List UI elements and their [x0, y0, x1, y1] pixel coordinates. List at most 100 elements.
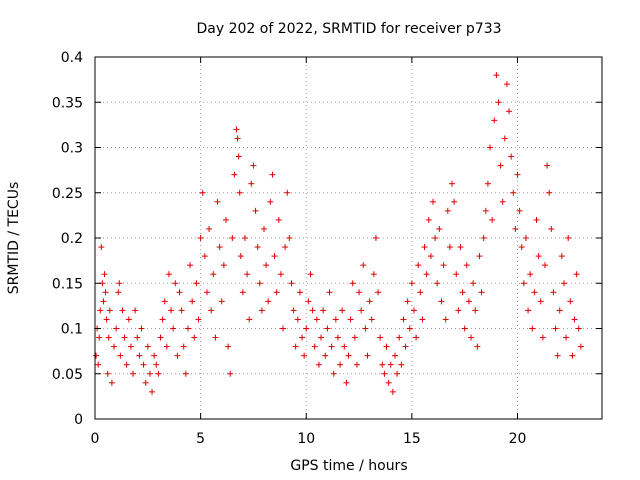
- data-point: [539, 334, 546, 341]
- data-point: [529, 325, 536, 332]
- data-point: [484, 180, 491, 187]
- data-point: [311, 343, 318, 350]
- data-point: [229, 235, 236, 241]
- data-point: [544, 162, 551, 169]
- data-point: [165, 271, 172, 278]
- data-point: [425, 216, 432, 223]
- data-point: [541, 262, 548, 269]
- data-point: [497, 162, 504, 169]
- data-point: [472, 307, 479, 314]
- data-point: [212, 334, 219, 341]
- data-point: [358, 307, 365, 314]
- data-point: [115, 289, 122, 296]
- data-point: [423, 271, 430, 278]
- data-point: [334, 334, 341, 341]
- data-point: [383, 343, 390, 350]
- data-point: [197, 235, 204, 241]
- data-point: [103, 316, 110, 323]
- y-tick-label: 0.3: [61, 141, 83, 157]
- data-point: [468, 334, 475, 341]
- data-point: [499, 198, 506, 205]
- data-point: [476, 253, 483, 260]
- data-point: [144, 343, 151, 350]
- data-point: [525, 307, 532, 314]
- y-tick-label: 0.25: [52, 186, 83, 202]
- data-point: [491, 117, 498, 124]
- data-point: [552, 325, 559, 332]
- y-tick-label: 0.4: [61, 50, 83, 66]
- data-point: [554, 352, 561, 359]
- data-point: [151, 352, 158, 359]
- data-point: [451, 198, 458, 205]
- data-point: [408, 280, 415, 287]
- y-tick-label: 0.2: [61, 231, 83, 247]
- data-point: [108, 379, 115, 386]
- data-point: [267, 198, 274, 205]
- data-point: [208, 307, 215, 314]
- data-point: [404, 298, 411, 305]
- data-point: [337, 361, 344, 368]
- data-point: [381, 370, 388, 377]
- data-point: [320, 307, 327, 314]
- data-point: [565, 235, 572, 241]
- data-point: [520, 280, 527, 287]
- data-point: [410, 307, 417, 314]
- data-point: [288, 280, 295, 287]
- data-point: [227, 370, 234, 377]
- data-point: [512, 225, 519, 232]
- data-point: [375, 289, 382, 296]
- data-point: [195, 316, 202, 323]
- data-point: [487, 144, 494, 151]
- data-point: [560, 280, 567, 287]
- data-point: [93, 352, 100, 359]
- y-tick-label: 0.05: [52, 367, 83, 383]
- data-point: [203, 289, 210, 296]
- data-point: [100, 298, 107, 305]
- data-point: [127, 343, 134, 350]
- data-point: [571, 316, 578, 323]
- data-point: [191, 334, 198, 341]
- data-point: [379, 361, 386, 368]
- data-point: [417, 289, 424, 296]
- data-point: [444, 207, 451, 214]
- data-point: [419, 316, 426, 323]
- data-point: [548, 225, 555, 232]
- data-point: [577, 343, 584, 350]
- data-point: [533, 216, 540, 223]
- data-point: [446, 244, 453, 251]
- data-point: [273, 289, 280, 296]
- data-point: [514, 171, 521, 178]
- data-point: [406, 325, 413, 332]
- data-point: [430, 198, 436, 205]
- data-point: [343, 379, 350, 386]
- data-point: [136, 352, 143, 359]
- data-point: [360, 262, 367, 269]
- data-point: [438, 298, 445, 305]
- data-point: [294, 316, 301, 323]
- data-point: [535, 253, 542, 260]
- x-tick-label: 10: [297, 431, 315, 447]
- data-point: [506, 108, 513, 115]
- chart-title: Day 202 of 2022, SRMTID for receiver p73…: [196, 21, 501, 37]
- data-point: [178, 307, 185, 314]
- data-point: [421, 244, 428, 251]
- data-point: [111, 343, 118, 350]
- data-point: [153, 361, 160, 368]
- data-point: [370, 271, 377, 278]
- data-point: [510, 189, 517, 196]
- data-point: [246, 316, 253, 323]
- x-tick-label: 15: [403, 431, 421, 447]
- data-point: [563, 334, 570, 341]
- data-point: [347, 316, 354, 323]
- data-point: [159, 316, 166, 323]
- data-point: [292, 343, 299, 350]
- data-point: [432, 235, 439, 241]
- data-point: [210, 271, 217, 278]
- data-point: [244, 271, 251, 278]
- data-point: [290, 307, 297, 314]
- data-point: [199, 189, 206, 196]
- data-point: [161, 298, 168, 305]
- data-point: [442, 316, 449, 323]
- data-point: [440, 262, 447, 269]
- data-point: [391, 352, 398, 359]
